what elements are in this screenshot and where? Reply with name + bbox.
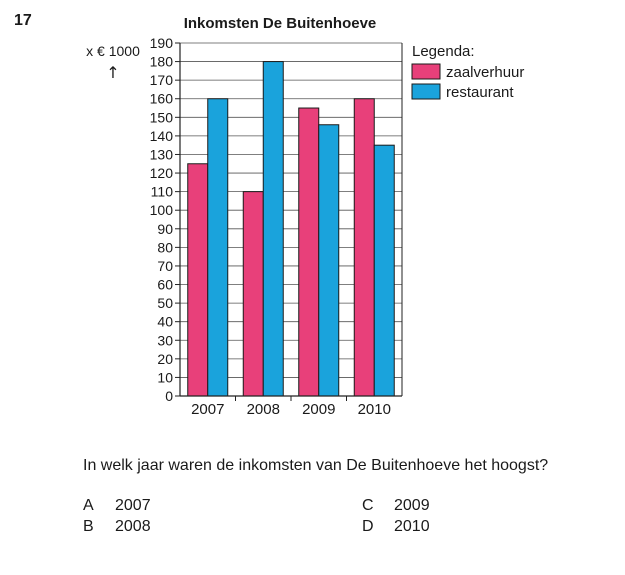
x-tick-label: 2008 <box>247 401 280 418</box>
y-tick-label: 190 <box>150 35 174 51</box>
y-tick-label: 170 <box>150 72 174 88</box>
option-a-letter: A <box>83 497 94 514</box>
bar-zaalverhuur-2008 <box>242 191 264 397</box>
y-tick-label: 60 <box>157 277 173 293</box>
y-tick-label: 160 <box>150 91 174 107</box>
chart-title: Inkomsten De Buitenhoeve <box>184 15 377 32</box>
y-axis-label: x € 1000 <box>86 43 140 59</box>
x-tick-label: 2007 <box>191 401 224 418</box>
y-tick-label: 140 <box>150 128 174 144</box>
bar-restaurant-2008 <box>262 61 284 397</box>
y-tick-label: 50 <box>157 295 173 311</box>
bar-restaurant-2007 <box>207 98 229 397</box>
y-tick-label: 130 <box>150 146 174 162</box>
y-axis-arrow: ↑ <box>106 63 119 82</box>
y-tick-label: 100 <box>150 202 174 218</box>
bar-zaalverhuur-2007 <box>187 163 209 397</box>
option-c[interactable]: C 2009 <box>362 497 430 515</box>
y-tick-label: 90 <box>157 221 173 237</box>
y-tick-label: 180 <box>150 54 174 70</box>
legend-label-restaurant: restaurant <box>446 84 514 101</box>
y-tick-label: 70 <box>157 258 173 274</box>
option-b-text: 2008 <box>115 518 151 535</box>
y-tick-label: 30 <box>157 332 173 348</box>
option-d[interactable]: D 2010 <box>362 518 430 536</box>
bar-restaurant-2009 <box>318 124 340 397</box>
y-tick-label: 40 <box>157 314 173 330</box>
y-tick-label: 10 <box>157 369 173 385</box>
option-b[interactable]: B 2008 <box>83 518 151 536</box>
y-tick-label: 0 <box>165 388 173 404</box>
bars <box>187 61 395 397</box>
option-b-letter: B <box>83 518 94 535</box>
option-a[interactable]: A 2007 <box>83 497 151 515</box>
axes: 0 10 20 30 40 50 60 70 80 90 100 110 120 130 140 150 160… <box>150 35 403 418</box>
y-tick-label: 80 <box>157 239 173 255</box>
option-c-text: 2009 <box>394 497 430 514</box>
question-number: 17 <box>14 12 32 29</box>
y-tick-label: 150 <box>150 109 174 125</box>
y-tick-label: 110 <box>151 184 174 200</box>
y-tick-label: 120 <box>150 165 174 181</box>
option-d-letter: D <box>362 518 374 535</box>
option-c-letter: C <box>362 497 374 514</box>
legend-swatch-restaurant <box>411 83 441 100</box>
legend-label-zaalverhuur: zaalverhuur <box>446 64 524 81</box>
bar-zaalverhuur-2010 <box>353 98 375 397</box>
y-tick-label: 20 <box>157 351 173 367</box>
legend-swatch-zaalverhuur <box>411 63 441 80</box>
option-d-text: 2010 <box>394 518 430 535</box>
option-a-text: 2007 <box>115 497 151 514</box>
question-text: In welk jaar waren de inkomsten van De B… <box>83 457 549 474</box>
bar-restaurant-2010 <box>373 144 395 397</box>
legend: Legenda: zaalverhuur restaurant <box>411 43 524 101</box>
bar-chart: Inkomsten De Buitenhoeve x € 1000 ↑ 0 10 2… <box>86 15 524 418</box>
legend-title: Legenda: <box>412 43 475 60</box>
x-tick-label: 2009 <box>302 401 335 418</box>
x-tick-label: 2010 <box>358 401 391 418</box>
bar-zaalverhuur-2009 <box>298 107 320 397</box>
